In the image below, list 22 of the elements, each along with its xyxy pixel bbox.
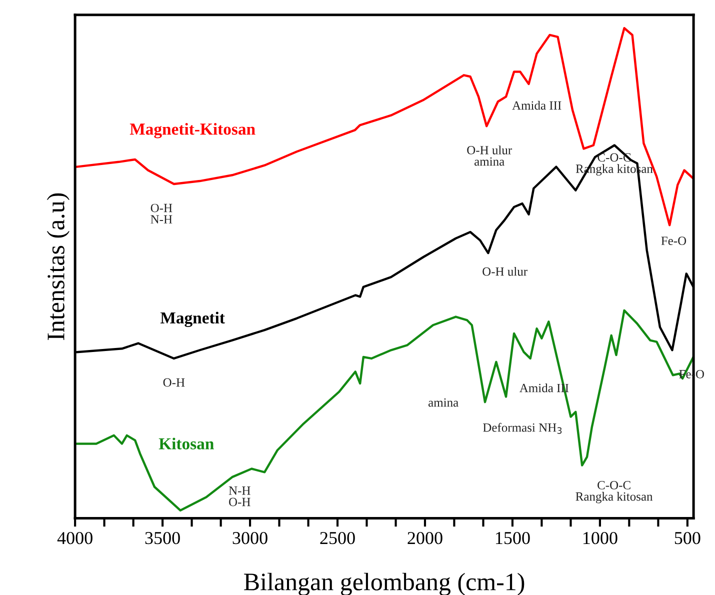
annotation: O-H ulur [482, 266, 528, 276]
annotation: C-O-C Rangka kitosan [576, 480, 653, 504]
annotation: Amida III [512, 100, 562, 110]
annotation: N-H O-H [228, 486, 250, 506]
annotation: Fe-O [661, 236, 686, 246]
x-tick-label: 3500 [145, 532, 180, 544]
annotation: Deformasi NH$_{3}$ [483, 422, 562, 434]
x-tick-label: 1000 [583, 532, 618, 544]
series-label: Kitosan [158, 438, 214, 450]
x-tick-label: 1500 [496, 532, 530, 544]
x-tick-label: 2000 [408, 532, 442, 544]
x-tick-label: 3000 [232, 532, 268, 544]
annotation: amina [428, 398, 458, 407]
x-tick-label: 4000 [57, 532, 92, 544]
annotation: O-H N-H [150, 204, 172, 224]
y-axis-title: Intensitas (a.u) [46, 193, 70, 340]
x-tick-label: 2500 [320, 532, 355, 544]
annotation: O-H [163, 378, 185, 387]
series-label: Magnetit [160, 312, 225, 328]
series-label: Magnetit-Kitosan [130, 123, 256, 138]
annotation: O-H ulur amina [467, 146, 512, 166]
x-tick-label: 500 [674, 532, 700, 544]
